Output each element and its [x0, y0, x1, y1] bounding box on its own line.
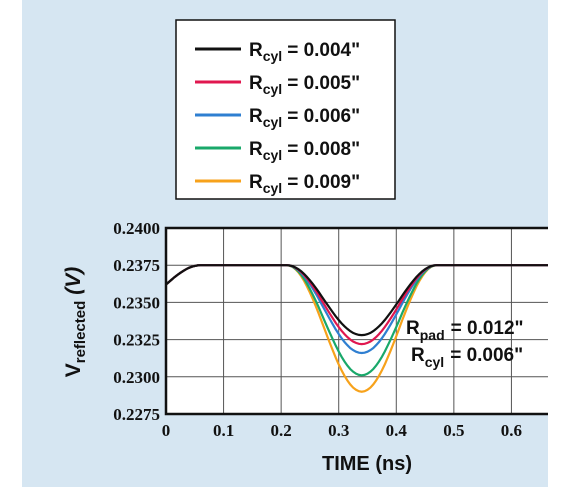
legend-entry-sub: cyl — [263, 114, 282, 130]
chart-figure: Rcyl = 0.004" Rcyl = 0.005" Rcyl = 0.006" Rcyl… — [22, 0, 548, 487]
annotation: Rpad = 0.012" Rcyl = 0.006" — [406, 318, 524, 370]
plot-area — [166, 228, 548, 414]
y-axis-label: Vreflected (V) — [62, 267, 89, 378]
legend-entry-value: = 0.009" — [287, 172, 360, 193]
curves — [165, 264, 548, 393]
legend-entry-value: = 0.004" — [287, 40, 360, 61]
y-tick-label: 0.2325 — [113, 331, 160, 350]
chart-svg: Rcyl = 0.004"Rcyl = 0.005"Rcyl = 0.006"Rcyl… — [62, 19, 548, 475]
x-tick-label: 0.6 — [501, 421, 522, 440]
x-tick-label: 0.4 — [386, 421, 408, 440]
annotation-c-value: = 0.006" — [450, 345, 523, 366]
grid — [166, 228, 548, 414]
legend-entry-sub: cyl — [263, 180, 282, 196]
y-tick-label: 0.2350 — [113, 293, 160, 312]
legend-entry: Rcyl = 0.009" — [249, 172, 360, 196]
x-tick-label: 0.2 — [271, 421, 292, 440]
y-tick-labels: 0.2275 0.2300 0.2325 0.2350 0.2375 0.2400 — [113, 219, 160, 424]
y-axis-label-unit: (V) — [62, 267, 85, 295]
annotation-r-main: R — [406, 318, 420, 339]
y-tick-label: 0.2375 — [113, 256, 160, 275]
annotation-line-1: Rpad = 0.012" — [406, 318, 524, 343]
annotation-r-value: = 0.012" — [451, 318, 524, 339]
y-axis-label-sub: reflected — [72, 301, 89, 364]
y-tick-label: 0.2400 — [113, 219, 160, 238]
legend-entry-main: R — [249, 106, 263, 127]
y-tick-label: 0.2275 — [113, 405, 160, 424]
y-tick-label: 0.2300 — [113, 368, 160, 387]
plot-frame — [164, 226, 548, 416]
legend-entry: Rcyl = 0.006" — [249, 106, 360, 130]
annotation-line-2: Rcyl = 0.006" — [411, 345, 523, 370]
legend-box — [175, 19, 396, 200]
legend-entry: Rcyl = 0.008" — [249, 139, 360, 163]
legend-entry-main: R — [249, 172, 263, 193]
x-axis-label: TIME (ns) — [322, 453, 412, 475]
x-tick-label: 0 — [162, 421, 171, 440]
x-tick-label: 0.3 — [328, 421, 349, 440]
annotation-r-sub: pad — [420, 327, 445, 343]
legend-entry-sub: cyl — [263, 81, 282, 97]
legend-entry-value: = 0.006" — [287, 106, 360, 127]
x-tick-label: 0.1 — [213, 421, 234, 440]
legend-entry-sub: cyl — [263, 147, 282, 163]
legend-entry: Rcyl = 0.004" — [249, 40, 360, 64]
x-tick-labels: 00.10.20.30.40.50.60.7 — [162, 421, 522, 440]
series-line — [165, 264, 548, 337]
legend-entry-sub: cyl — [263, 48, 282, 64]
annotation-c-main: R — [411, 345, 425, 366]
x-tick-label: 0.5 — [443, 421, 464, 440]
legend-entry-main: R — [249, 40, 263, 61]
legend-entry: Rcyl = 0.005" — [249, 73, 360, 97]
y-axis-label-main: V — [62, 363, 85, 377]
legend-entry-main: R — [249, 139, 263, 160]
legend-entry-value: = 0.008" — [287, 139, 360, 160]
legend-entry-value: = 0.005" — [287, 73, 360, 94]
annotation-c-sub: cyl — [425, 354, 444, 370]
legend: Rcyl = 0.004"Rcyl = 0.005"Rcyl = 0.006"Rcyl… — [195, 40, 360, 196]
legend-entry-main: R — [249, 73, 263, 94]
